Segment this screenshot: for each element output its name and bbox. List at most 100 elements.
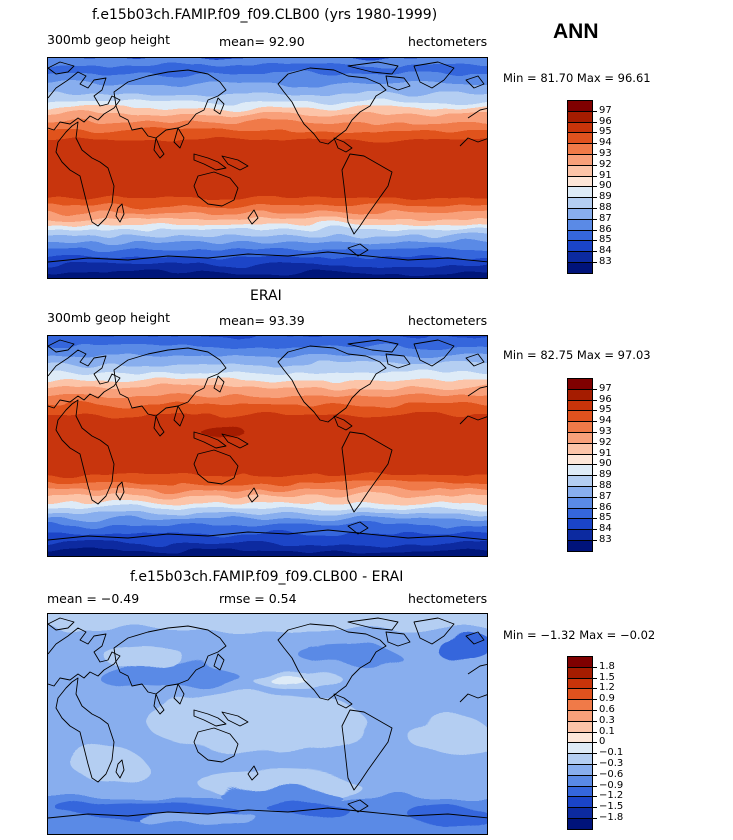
panel-1-title: f.e15b03ch.FAMIP.f09_f09.CLB00 (yrs 1980…: [92, 7, 438, 23]
colorbar-level-label: 1.5: [599, 671, 615, 683]
panel-1-map: [47, 57, 488, 279]
panel-2-title: ERAI: [250, 288, 282, 304]
colorbar-tick: [593, 688, 597, 690]
colorbar-level-label: 86: [599, 501, 612, 513]
colorbar-tick: [593, 399, 597, 401]
panel-2-minmax: Min = 82.75 Max = 97.03: [503, 348, 651, 362]
colorbar-tick: [593, 496, 597, 498]
colorbar-tick: [593, 710, 597, 711]
colorbar-level-label: 93: [599, 426, 612, 437]
colorbar-tick: [593, 518, 597, 520]
colorbar-level-label: 90: [599, 458, 612, 470]
colorbar-level-label: −1.2: [599, 790, 624, 802]
colorbar-tick: [593, 720, 597, 722]
colorbar-level-label: 92: [599, 436, 612, 448]
colorbar-swatch: [567, 540, 593, 552]
colorbar-tick: [593, 785, 597, 787]
colorbar-level-label: 88: [599, 480, 612, 491]
colorbar-level-label: 94: [599, 137, 612, 149]
colorbar-level-label: 0.3: [599, 714, 615, 726]
panel-1-minmax: Min = 81.70 Max = 96.61: [503, 71, 651, 85]
colorbar-tick: [593, 154, 597, 155]
colorbar-tick: [593, 475, 597, 477]
panel-2-variable: 300mb geop height: [47, 310, 170, 325]
colorbar-tick: [593, 442, 597, 444]
colorbar-tick: [593, 774, 597, 776]
colorbar-tick: [593, 121, 597, 123]
colorbar-tick: [593, 507, 597, 509]
panel-2-map: [47, 335, 488, 557]
colorbar-level-label: 83: [599, 534, 612, 545]
panel-3-mean: mean = −0.49: [47, 591, 140, 606]
colorbar-tick: [593, 164, 597, 166]
colorbar-tick: [593, 453, 597, 455]
panel-1-contour-bands: [48, 58, 487, 278]
colorbar-level-label: 83: [599, 256, 612, 267]
colorbar-level-label: 93: [599, 148, 612, 159]
colorbar-tick: [593, 742, 597, 744]
colorbar-tick: [593, 175, 597, 177]
colorbar-level-label: 97: [599, 104, 612, 116]
colorbar-level-label: 85: [599, 512, 612, 524]
colorbar-tick: [593, 388, 597, 390]
colorbar-tick: [593, 764, 597, 765]
colorbar-level-label: 85: [599, 234, 612, 246]
colorbar-level-label: 86: [599, 223, 612, 235]
colorbar-tick: [593, 464, 597, 466]
colorbar-level-label: 96: [599, 393, 612, 405]
colorbar-tick: [593, 796, 597, 798]
colorbar-tick: [593, 421, 597, 423]
panel-1-units: hectometers: [408, 34, 488, 49]
colorbar-tick: [593, 208, 597, 209]
colorbar-level-label: 91: [599, 169, 612, 181]
colorbar-tick: [593, 818, 597, 819]
colorbar-tick: [593, 132, 597, 134]
colorbar-level-label: 92: [599, 158, 612, 170]
panel-2-units: hectometers: [408, 313, 488, 328]
colorbar-tick: [593, 110, 597, 112]
panel-3-map: [47, 613, 488, 835]
colorbar-level-label: 84: [599, 245, 612, 257]
colorbar-level-label: 89: [599, 191, 612, 203]
colorbar-tick: [593, 251, 597, 253]
colorbar-level-label: 95: [599, 126, 612, 138]
colorbar-tick: [593, 240, 597, 242]
colorbar-tick: [593, 731, 597, 733]
panel-2-mean: mean= 93.39: [219, 313, 305, 328]
colorbar-level-label: 90: [599, 180, 612, 192]
colorbar-tick: [593, 807, 597, 809]
colorbar-tick: [593, 432, 597, 433]
colorbar-level-label: −0.3: [599, 758, 624, 769]
colorbar-tick: [593, 143, 597, 145]
colorbar-level-label: 91: [599, 447, 612, 459]
colorbar-level-label: 84: [599, 523, 612, 535]
colorbar-level-label: 95: [599, 404, 612, 416]
colorbar-level-label: 87: [599, 490, 612, 502]
colorbar-tick: [593, 262, 597, 263]
colorbar-tick: [593, 218, 597, 220]
colorbar-level-label: 89: [599, 469, 612, 481]
colorbar-level-label: −0.1: [599, 747, 624, 759]
panel-3-minmax: Min = −1.32 Max = −0.02: [503, 628, 656, 642]
colorbar-tick: [593, 677, 597, 679]
colorbar-level-label: −0.9: [599, 779, 624, 791]
panel-3-title: f.e15b03ch.FAMIP.f09_f09.CLB00 - ERAI: [130, 569, 404, 585]
colorbar-level-label: 0.6: [599, 704, 615, 715]
colorbar-tick: [593, 529, 597, 531]
colorbar-tick: [593, 410, 597, 412]
colorbar-level-label: −1.5: [599, 801, 624, 813]
panel-1-variable: 300mb geop height: [47, 32, 170, 47]
colorbar-tick: [593, 753, 597, 755]
colorbar-level-label: 97: [599, 382, 612, 394]
panel-2-contour-bands: [48, 336, 487, 556]
colorbar-swatch: [567, 818, 593, 830]
colorbar-level-label: 1.2: [599, 682, 615, 694]
season-label: ANN: [553, 20, 599, 43]
colorbar-tick: [593, 699, 597, 701]
colorbar-swatch: [567, 262, 593, 274]
colorbar-tick: [593, 540, 597, 541]
colorbar-tick: [593, 666, 597, 668]
panel-3-units: hectometers: [408, 591, 488, 606]
colorbar-level-label: −1.8: [599, 812, 624, 823]
colorbar-level-label: 94: [599, 415, 612, 427]
